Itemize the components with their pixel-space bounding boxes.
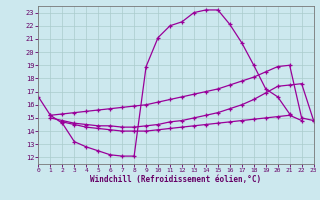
X-axis label: Windchill (Refroidissement éolien,°C): Windchill (Refroidissement éolien,°C) <box>91 175 261 184</box>
